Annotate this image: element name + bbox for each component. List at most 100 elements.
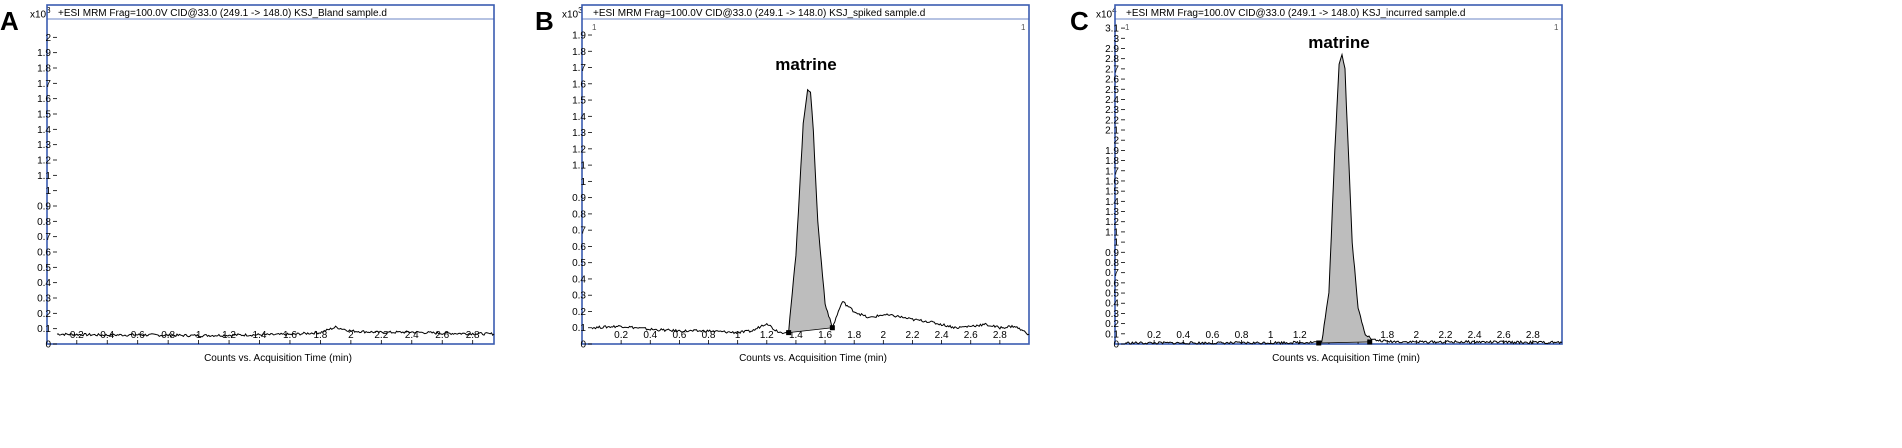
x-tick-label: 0.4 (1176, 330, 1190, 341)
x-tick-label: 0.4 (643, 330, 657, 341)
corner-marker-left: 1 (1125, 23, 1130, 32)
x-tick-label: 1.4 (253, 330, 267, 341)
x-tick-label: 1.4 (789, 330, 803, 341)
y-tick-label: 2 (1113, 136, 1119, 147)
plot-frame (46, 4, 495, 345)
peak-start-marker (786, 330, 792, 336)
x-tick-label: 2.4 (1468, 330, 1482, 341)
y-tick-label: 1.3 (37, 140, 51, 151)
y-tick-label: 2 (45, 33, 51, 44)
chart-plot: 00.10.20.30.40.50.60.70.80.911.11.21.31.… (37, 4, 495, 351)
y-tick-label: 0.6 (572, 242, 586, 253)
chart-plot: 00.10.20.30.40.50.60.70.80.911.11.21.31.… (572, 4, 1030, 351)
panel-label: B (535, 6, 554, 36)
peak-baseline (1318, 341, 1370, 344)
x-tick-label: 2.6 (435, 330, 449, 341)
y-tick-label: 2.7 (1105, 64, 1119, 75)
y-tick-label: 0.8 (572, 209, 586, 220)
y-tick-label: 2.4 (1105, 95, 1119, 106)
y-tick-label: 3.1 (1105, 24, 1119, 35)
corner-marker-left: 1 (592, 23, 597, 32)
x-tick-label: 2.2 (906, 330, 920, 341)
x-tick-label: 2.2 (374, 330, 388, 341)
chart-title: +ESI MRM Frag=100.0V CID@33.0 (249.1 -> … (593, 8, 926, 19)
y-tick-label: 0.1 (572, 323, 586, 334)
y-tick-label: 1.7 (1105, 166, 1119, 177)
y-tick-label: 2.2 (1105, 115, 1119, 126)
corner-marker-right: 1 (1554, 23, 1559, 32)
y-tick-label: 3 (1113, 34, 1119, 45)
y-multiplier: x10 (562, 9, 579, 21)
x-tick-label: 2 (1414, 330, 1420, 341)
y-tick-label: 0.6 (37, 248, 51, 259)
panel-label: C (1070, 6, 1089, 36)
x-tick-label: 1 (196, 330, 202, 341)
chart-title: +ESI MRM Frag=100.0V CID@33.0 (249.1 -> … (58, 8, 387, 19)
x-tick-label: 1.2 (1293, 330, 1307, 341)
x-tick-label: 2.8 (993, 330, 1007, 341)
chromatogram-line (56, 325, 495, 338)
y-tick-label: 0.8 (37, 217, 51, 228)
chart-plot: 00.10.20.30.40.50.60.70.80.911.11.21.31.… (1105, 4, 1563, 351)
y-tick-label: 2.1 (1105, 126, 1119, 137)
y-tick-label: 0 (45, 340, 51, 351)
y-tick-label: 1.9 (572, 31, 586, 42)
x-tick-label: 0.2 (1147, 330, 1161, 341)
y-tick-label: 2.8 (1105, 54, 1119, 65)
y-exponent: 3 (46, 6, 51, 15)
y-tick-label: 2.3 (1105, 105, 1119, 116)
x-tick-label: 0.8 (702, 330, 716, 341)
peak-end-marker (1367, 339, 1373, 345)
x-tick-label: 0.2 (70, 330, 84, 341)
y-tick-label: 0.7 (1105, 268, 1119, 279)
y-tick-label: 0 (1113, 340, 1119, 351)
x-tick-label: 0.6 (131, 330, 145, 341)
x-tick-label: 1 (735, 330, 741, 341)
x-tick-label: 2.8 (466, 330, 480, 341)
y-tick-label: 1.1 (37, 171, 51, 182)
y-tick-label: 1.8 (572, 47, 586, 58)
chart-title: +ESI MRM Frag=100.0V CID@33.0 (249.1 -> … (1126, 8, 1466, 19)
y-tick-label: 0.8 (1105, 258, 1119, 269)
x-axis-title: Counts vs. Acquisition Time (min) (1272, 353, 1420, 364)
y-tick-label: 1.5 (572, 96, 586, 107)
y-tick-label: 0.5 (1105, 289, 1119, 300)
x-tick-label: 1.6 (818, 330, 832, 341)
chromatogram-line (591, 88, 1030, 336)
y-multiplier: x10 (1096, 9, 1113, 21)
x-tick-label: 2.6 (964, 330, 978, 341)
x-tick-label: 2.2 (1439, 330, 1453, 341)
y-tick-label: 0.4 (37, 278, 51, 289)
y-tick-label: 1.1 (572, 161, 586, 172)
y-tick-label: 1.1 (1105, 227, 1119, 238)
y-tick-label: 1.6 (1105, 176, 1119, 187)
y-tick-label: 0.1 (1105, 329, 1119, 340)
peak-label: matrine (775, 55, 837, 74)
x-tick-label: 2 (348, 330, 354, 341)
x-tick-label: 1 (1268, 330, 1274, 341)
y-tick-label: 1.3 (1105, 207, 1119, 218)
y-exponent-label: x103 (562, 6, 583, 20)
y-exponent: 3 (578, 6, 583, 15)
x-tick-label: 0.6 (1205, 330, 1219, 341)
x-tick-label: 2 (881, 330, 887, 341)
x-tick-label: 1.6 (283, 330, 297, 341)
x-tick-label: 2.8 (1526, 330, 1540, 341)
y-tick-label: 1.2 (572, 144, 586, 155)
x-tick-label: 0.6 (672, 330, 686, 341)
y-tick-label: 1.5 (1105, 187, 1119, 198)
x-axis-title: Counts vs. Acquisition Time (min) (204, 353, 352, 364)
y-tick-label: 2.5 (1105, 85, 1119, 96)
y-tick-label: 2.6 (1105, 75, 1119, 86)
x-tick-label: 0.8 (1235, 330, 1249, 341)
chart-panel-a: A x103 +ESI MRM Frag=100.0V CID@33.0 (24… (0, 0, 500, 448)
y-tick-label: 1 (580, 177, 586, 188)
y-tick-label: 1.9 (1105, 146, 1119, 157)
x-tick-label: 2.4 (935, 330, 949, 341)
y-tick-label: 0.2 (37, 309, 51, 320)
y-tick-label: 1.5 (37, 110, 51, 121)
y-tick-label: 1.7 (572, 63, 586, 74)
y-tick-label: 0.9 (1105, 248, 1119, 259)
x-tick-label: 0.2 (614, 330, 628, 341)
x-tick-label: 1.8 (1380, 330, 1394, 341)
